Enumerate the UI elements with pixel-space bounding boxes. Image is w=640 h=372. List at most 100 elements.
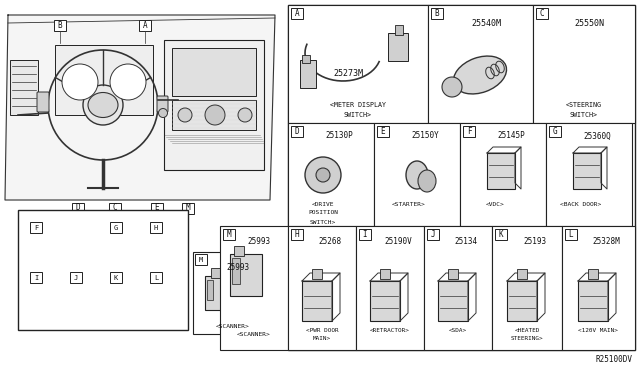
Bar: [573, 153, 601, 189]
Bar: [427, 229, 439, 240]
Bar: [380, 269, 390, 279]
Bar: [492, 226, 562, 350]
Bar: [109, 202, 121, 214]
Text: I: I: [363, 230, 367, 239]
Bar: [460, 123, 546, 226]
Bar: [302, 55, 310, 63]
Text: M: M: [199, 257, 203, 263]
Bar: [356, 226, 424, 350]
Bar: [55, 45, 153, 115]
Text: SWITCH>: SWITCH>: [570, 112, 598, 118]
Bar: [431, 8, 443, 19]
Polygon shape: [608, 273, 616, 321]
FancyBboxPatch shape: [37, 92, 49, 112]
Text: G: G: [114, 224, 118, 231]
Text: R25100DV: R25100DV: [595, 356, 632, 365]
Bar: [562, 226, 635, 350]
Text: SWITCH>: SWITCH>: [344, 112, 372, 118]
Text: 25328M: 25328M: [593, 237, 620, 246]
Bar: [370, 281, 400, 321]
Ellipse shape: [406, 161, 428, 189]
FancyBboxPatch shape: [66, 268, 103, 314]
Bar: [448, 269, 458, 279]
FancyBboxPatch shape: [26, 218, 63, 264]
Bar: [150, 272, 162, 283]
Bar: [546, 123, 632, 226]
Text: 25268: 25268: [319, 237, 342, 246]
Text: B: B: [435, 9, 439, 18]
Text: I: I: [34, 275, 38, 280]
Text: STEERING>: STEERING>: [511, 337, 543, 341]
Circle shape: [110, 64, 146, 100]
Text: J: J: [431, 230, 435, 239]
Bar: [291, 229, 303, 240]
Circle shape: [205, 105, 225, 125]
Bar: [18, 210, 188, 330]
Bar: [288, 226, 356, 350]
FancyBboxPatch shape: [146, 268, 183, 314]
Text: D: D: [294, 127, 300, 136]
Bar: [110, 272, 122, 283]
Bar: [234, 246, 244, 256]
Polygon shape: [438, 273, 476, 281]
Text: M: M: [227, 230, 231, 239]
Bar: [151, 202, 163, 214]
Text: 25540M: 25540M: [471, 19, 501, 28]
Text: <STEERING: <STEERING: [566, 102, 602, 108]
Bar: [110, 222, 122, 233]
Circle shape: [305, 157, 341, 193]
Text: <METER DISPLAY: <METER DISPLAY: [330, 102, 386, 108]
Bar: [182, 202, 194, 214]
Bar: [288, 5, 428, 123]
Circle shape: [178, 108, 192, 122]
Bar: [487, 153, 515, 189]
Text: <SCANNER>: <SCANNER>: [237, 331, 271, 337]
Text: <BACK DOOR>: <BACK DOOR>: [561, 202, 602, 206]
Text: M: M: [186, 203, 190, 212]
Text: 25550N: 25550N: [574, 19, 604, 28]
Text: E: E: [155, 203, 159, 212]
Bar: [291, 126, 303, 137]
Text: L: L: [569, 230, 573, 239]
Bar: [232, 258, 240, 284]
Circle shape: [159, 109, 168, 118]
Polygon shape: [515, 147, 521, 189]
Circle shape: [83, 85, 123, 125]
Text: <VDC>: <VDC>: [486, 202, 504, 206]
Circle shape: [238, 108, 252, 122]
Text: <HEATED: <HEATED: [515, 327, 540, 333]
Text: F: F: [467, 127, 471, 136]
Bar: [164, 40, 264, 170]
Text: 25150Y: 25150Y: [411, 131, 439, 141]
Text: G: G: [553, 127, 557, 136]
Bar: [533, 5, 635, 123]
Bar: [288, 123, 374, 226]
FancyBboxPatch shape: [581, 28, 607, 62]
Ellipse shape: [454, 56, 506, 94]
Text: MAIN>: MAIN>: [313, 337, 331, 341]
FancyBboxPatch shape: [157, 96, 168, 112]
Bar: [223, 229, 235, 240]
Bar: [359, 229, 371, 240]
Bar: [374, 123, 460, 226]
Bar: [424, 226, 492, 350]
Bar: [211, 268, 221, 278]
Polygon shape: [302, 273, 340, 281]
Text: 25193: 25193: [524, 237, 547, 246]
Text: <RETRACTOR>: <RETRACTOR>: [370, 327, 410, 333]
Text: 25993: 25993: [227, 263, 250, 273]
Bar: [205, 276, 233, 310]
Polygon shape: [507, 273, 545, 281]
Bar: [549, 126, 561, 137]
Bar: [495, 229, 507, 240]
Bar: [536, 8, 548, 19]
Ellipse shape: [418, 170, 436, 192]
Text: C: C: [540, 9, 544, 18]
Text: H: H: [154, 224, 158, 231]
Text: L: L: [154, 275, 158, 280]
Text: SWITCH>: SWITCH>: [310, 219, 336, 224]
Polygon shape: [601, 147, 607, 189]
Polygon shape: [370, 273, 408, 281]
Bar: [207, 280, 213, 300]
Polygon shape: [487, 147, 521, 153]
